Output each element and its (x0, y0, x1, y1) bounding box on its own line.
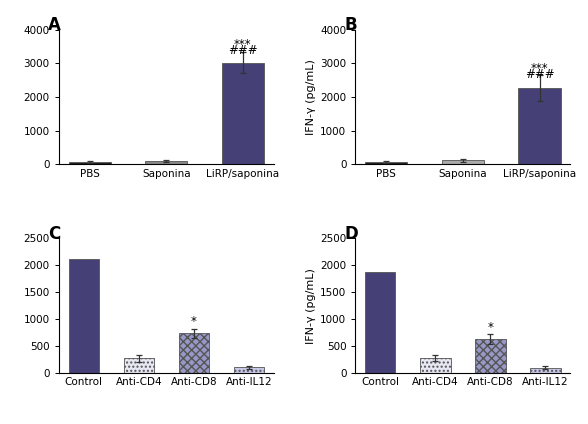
Bar (475, 339, 506, 373)
Text: ###: ### (524, 67, 554, 81)
Text: ###: ### (228, 44, 258, 57)
Bar (442, 160, 484, 165)
Bar (233, 367, 264, 373)
Bar (222, 63, 264, 165)
Text: ***: *** (234, 38, 252, 51)
Text: B: B (345, 16, 358, 34)
Bar (530, 368, 560, 373)
Bar (365, 272, 396, 373)
Bar (69, 259, 99, 373)
Text: *: * (191, 315, 197, 328)
Text: A: A (48, 16, 61, 34)
Bar (123, 358, 154, 373)
Bar (519, 88, 560, 165)
Text: D: D (345, 225, 359, 243)
Y-axis label: IFN-γ (pg/mL): IFN-γ (pg/mL) (306, 268, 316, 344)
Text: *: * (487, 321, 493, 334)
Text: C: C (48, 225, 61, 243)
Y-axis label: IFN-γ (pg/mL): IFN-γ (pg/mL) (306, 59, 316, 135)
Bar (145, 161, 188, 165)
Bar (69, 162, 111, 165)
Text: ***: *** (531, 62, 549, 75)
Bar (365, 162, 407, 165)
Bar (420, 358, 450, 373)
Bar (179, 333, 209, 373)
